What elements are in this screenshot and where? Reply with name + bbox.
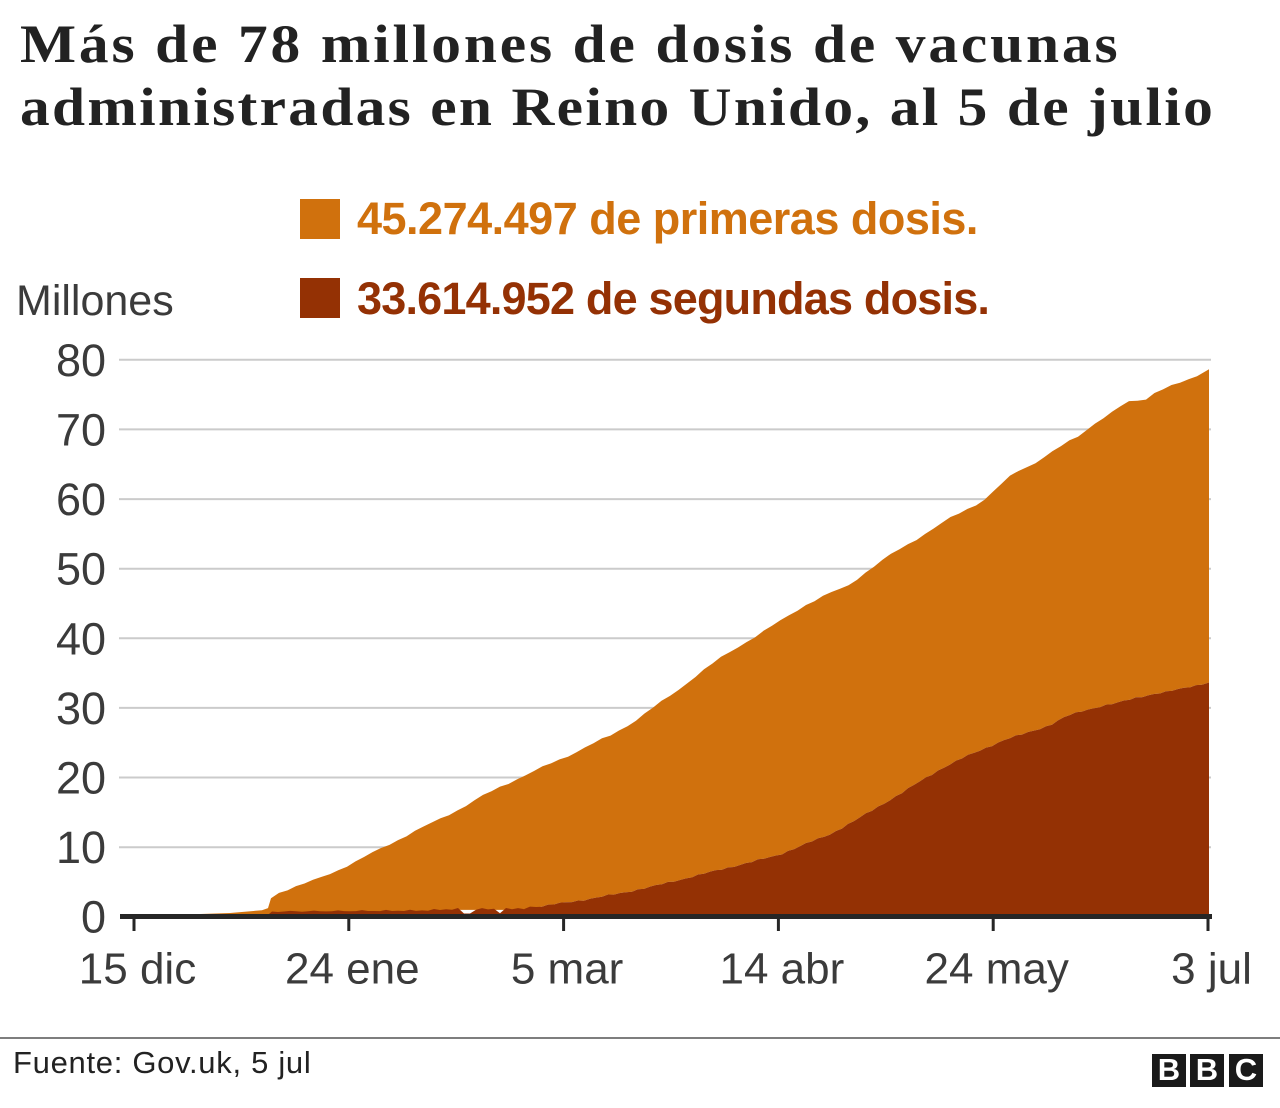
svg-text:15 dic: 15 dic [79,945,196,994]
svg-text:5 mar: 5 mar [511,945,623,994]
svg-text:30: 30 [56,683,106,734]
svg-text:24 ene: 24 ene [285,945,420,994]
svg-text:60: 60 [56,474,106,525]
svg-text:10: 10 [56,822,106,873]
svg-text:70: 70 [56,404,106,455]
svg-text:20: 20 [56,753,106,804]
svg-text:3 jul: 3 jul [1171,945,1252,994]
svg-text:80: 80 [56,335,106,386]
svg-text:24 may: 24 may [925,945,1069,994]
svg-text:50: 50 [56,544,106,595]
svg-text:0: 0 [81,892,106,943]
svg-text:40: 40 [56,613,106,664]
svg-text:14 abr: 14 abr [720,945,845,994]
